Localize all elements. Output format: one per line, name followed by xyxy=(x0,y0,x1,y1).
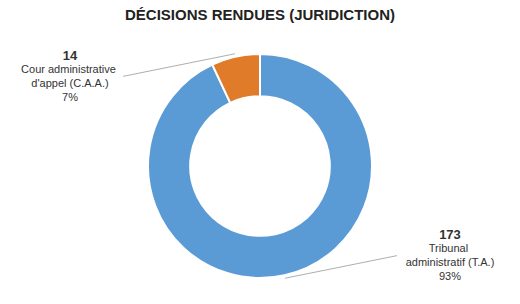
slice-category: Cour administrative d'appel (C.A.A.) xyxy=(21,63,119,89)
data-label: 7% xyxy=(62,91,78,103)
labels: Tribunal administratif (T.A.)173 93% Cour … xyxy=(21,48,494,283)
leader-line xyxy=(285,256,397,279)
slice-count: 173 xyxy=(439,227,461,242)
title: DÉCISIONS RENDUES (JURIDICTION) xyxy=(125,6,395,23)
data-label: 93% xyxy=(439,270,461,282)
chart-container: DÉCISIONS RENDUES (JURIDICTION) Tribunal … xyxy=(0,0,520,304)
slices xyxy=(148,54,372,278)
leader-line xyxy=(123,54,235,77)
slice xyxy=(148,54,372,278)
chart: DÉCISIONS RENDUES (JURIDICTION) Tribunal … xyxy=(0,0,520,304)
slice-count: 14 xyxy=(63,48,78,63)
slice-category: Tribunal administratif (T.A.) xyxy=(406,242,495,268)
slice xyxy=(212,54,260,103)
